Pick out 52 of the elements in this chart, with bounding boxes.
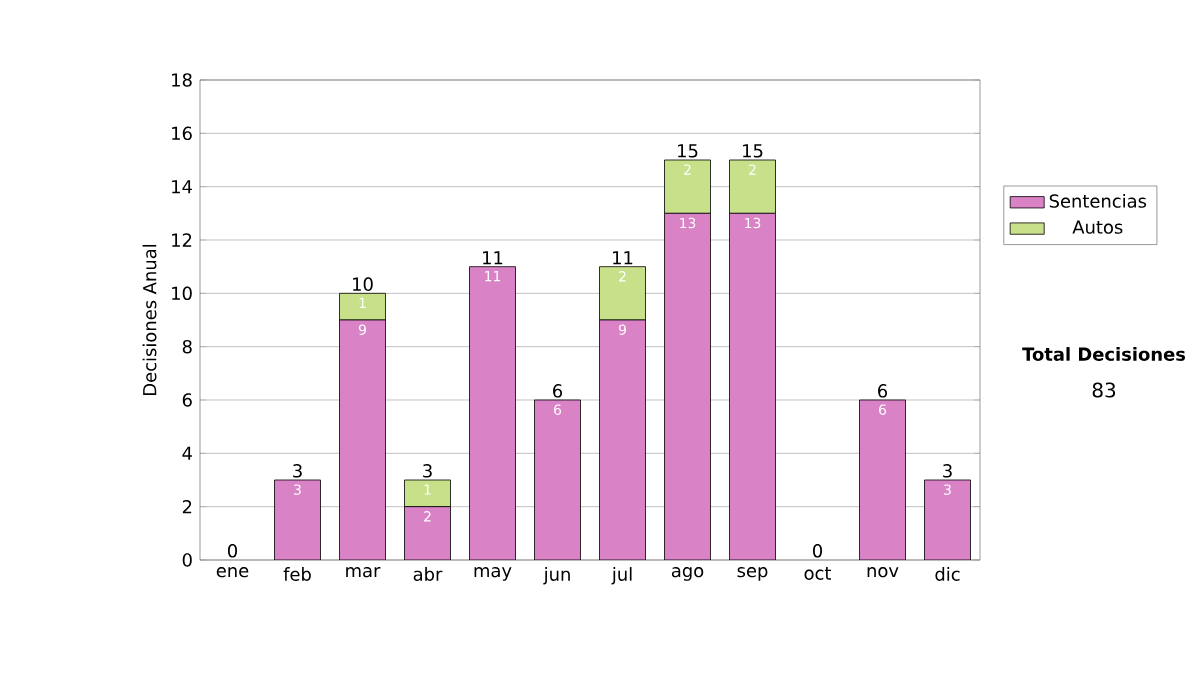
- total-label: 6: [553, 384, 563, 398]
- bar: [339, 319, 386, 560]
- y-tick-label: 2: [182, 500, 192, 514]
- total-label: 3: [293, 464, 302, 478]
- total-label: 11: [613, 251, 633, 265]
- legend-label: Autos: [1072, 220, 1123, 234]
- total-label: 6: [878, 384, 888, 398]
- y-tick-label: 16: [172, 126, 192, 141]
- bar: [729, 213, 776, 560]
- bar: [599, 266, 646, 321]
- total-label: 11: [483, 251, 503, 265]
- bar: [274, 480, 321, 560]
- y-tick-label: 14: [172, 180, 192, 194]
- text: 83: [1092, 382, 1116, 398]
- y-tick-label: 18: [172, 73, 192, 87]
- text: Total Decisiones: [1022, 347, 1186, 361]
- x-tick-label: oct: [804, 567, 832, 580]
- y-tick-label: 12: [172, 233, 192, 247]
- bar: [404, 479, 451, 508]
- bar: [924, 479, 971, 560]
- total-label: 15: [678, 144, 698, 158]
- total-label: 0: [812, 544, 823, 558]
- y-tick-label: 6: [182, 393, 192, 407]
- total-label: 0: [227, 544, 238, 558]
- x-tick-label: ago: [671, 567, 704, 581]
- x-tick-label: nov: [867, 567, 899, 578]
- total-label: 3: [943, 464, 952, 478]
- total-label: 10: [353, 277, 373, 291]
- y-axis-title: Decisiones Anual: [142, 244, 157, 395]
- x-tick-label: mar: [346, 567, 381, 578]
- bar: [599, 319, 646, 560]
- bar: [404, 506, 451, 560]
- x-tick-label: may: [474, 567, 512, 581]
- bar: [534, 399, 581, 560]
- y-tick-label: 4: [182, 446, 192, 460]
- x-tick-label: jul: [611, 567, 632, 585]
- y-tick-label: 8: [182, 339, 192, 354]
- y-tick-label: 10: [172, 286, 192, 301]
- legend-label: Sentencias: [1049, 193, 1147, 208]
- total-label: 3: [423, 464, 432, 478]
- y-tick-label: 0: [182, 553, 192, 567]
- x-tick-label: jun: [543, 567, 570, 585]
- x-tick-label: abr: [413, 567, 443, 581]
- bar: [469, 266, 516, 560]
- bar: [664, 213, 711, 560]
- bar: [859, 399, 906, 560]
- x-tick-label: sep: [737, 567, 768, 581]
- x-tick-label: ene: [216, 567, 249, 578]
- x-tick-label: dic: [935, 567, 960, 581]
- bar: [339, 292, 386, 321]
- x-tick-label: feb: [283, 567, 311, 581]
- total-label: 15: [743, 144, 763, 158]
